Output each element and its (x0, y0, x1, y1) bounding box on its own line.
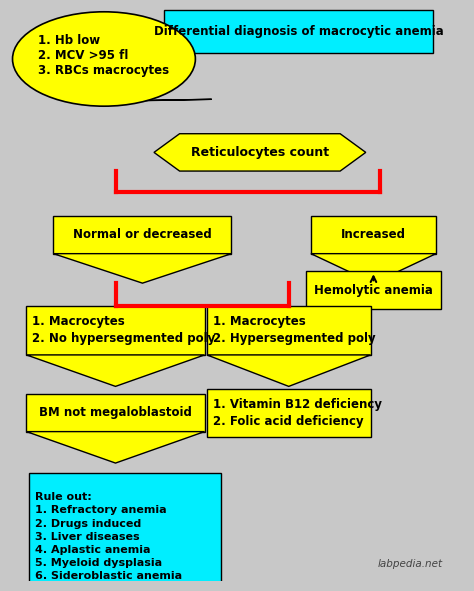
FancyBboxPatch shape (27, 394, 205, 431)
Text: labpedia.net: labpedia.net (378, 559, 443, 569)
Text: Reticulocytes count: Reticulocytes count (191, 146, 329, 159)
Ellipse shape (12, 12, 195, 106)
Polygon shape (311, 254, 436, 283)
Text: Hemolytic anemia: Hemolytic anemia (314, 284, 433, 297)
Polygon shape (54, 254, 231, 283)
Polygon shape (154, 134, 366, 171)
Polygon shape (27, 355, 205, 387)
Polygon shape (207, 355, 371, 387)
FancyBboxPatch shape (207, 306, 371, 355)
FancyBboxPatch shape (27, 306, 205, 355)
Text: Increased: Increased (341, 229, 406, 242)
Text: 1. Macrocytes
2. No hypersegmented poly: 1. Macrocytes 2. No hypersegmented poly (32, 316, 216, 345)
Text: Rule out:
1. Refractory anemia
2. Drugs induced
3. Liver diseases
4. Aplastic an: Rule out: 1. Refractory anemia 2. Drugs … (35, 492, 182, 582)
Text: 1. Macrocytes
2. Hypersegmented poly: 1. Macrocytes 2. Hypersegmented poly (213, 316, 375, 345)
Text: BM not megaloblastoid: BM not megaloblastoid (39, 407, 192, 420)
FancyBboxPatch shape (306, 271, 441, 309)
FancyBboxPatch shape (54, 216, 231, 254)
FancyBboxPatch shape (311, 216, 436, 254)
Text: Normal or decreased: Normal or decreased (73, 229, 212, 242)
Text: Differential diagnosis of macrocytic anemia: Differential diagnosis of macrocytic ane… (154, 25, 443, 38)
FancyBboxPatch shape (207, 389, 371, 437)
FancyBboxPatch shape (29, 473, 221, 591)
Polygon shape (27, 431, 205, 463)
Polygon shape (95, 99, 212, 101)
FancyBboxPatch shape (164, 10, 433, 53)
Text: 1. Vitamin B12 deficiency
2. Folic acid deficiency: 1. Vitamin B12 deficiency 2. Folic acid … (213, 398, 382, 428)
Text: 1. Hb low
2. MCV >95 fl
3. RBCs macrocytes: 1. Hb low 2. MCV >95 fl 3. RBCs macrocyt… (38, 34, 170, 77)
